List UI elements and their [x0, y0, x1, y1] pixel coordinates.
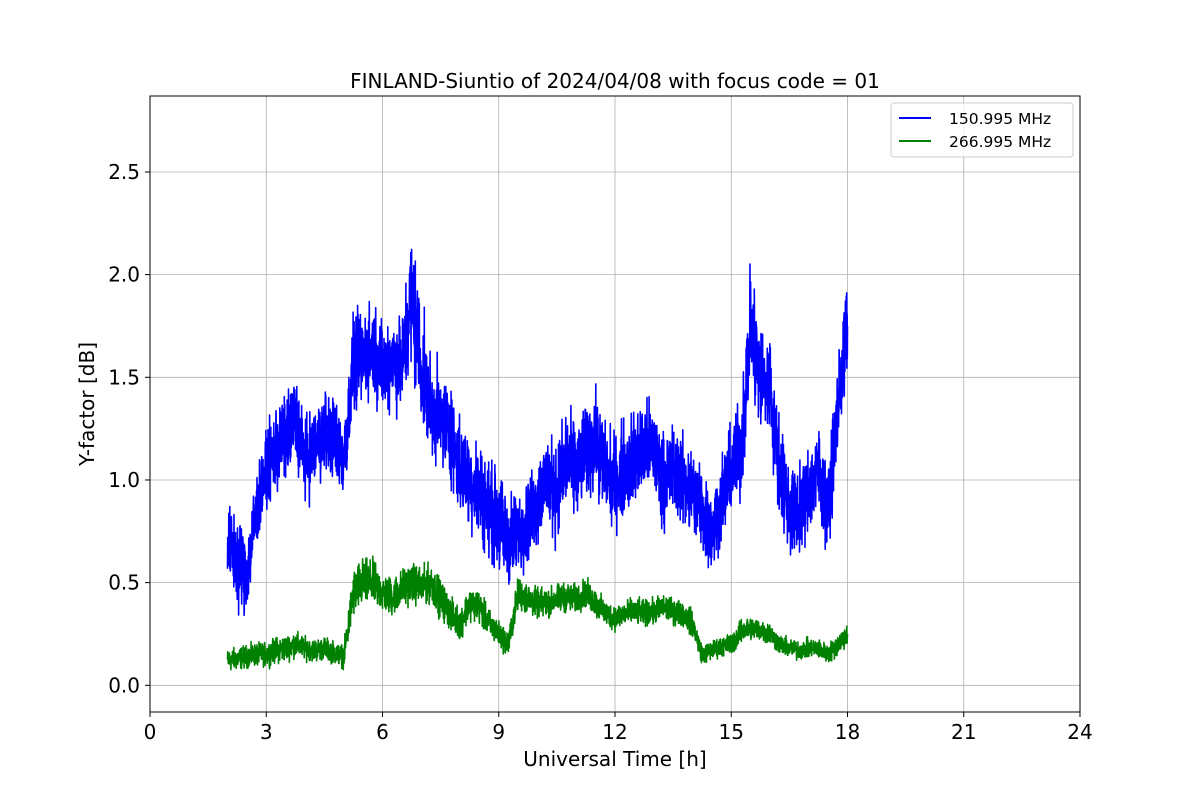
x-tick-label: 0 — [144, 720, 157, 744]
x-tick-label: 24 — [1067, 720, 1092, 744]
x-tick-label: 9 — [492, 720, 505, 744]
y-tick-label: 1.0 — [108, 468, 140, 492]
x-tick-label: 3 — [260, 720, 273, 744]
chart-title: FINLAND-Siuntio of 2024/04/08 with focus… — [350, 69, 880, 93]
legend-label-150mhz: 150.995 MHz — [949, 110, 1051, 128]
axis-ticks: 0 3 6 9 12 15 18 21 24 0.0 0.5 1.0 1.5 2.0 2.5 — [108, 160, 1093, 744]
y-tick-label: 2.0 — [108, 263, 140, 287]
legend-label-266mhz: 266.995 MHz — [949, 133, 1051, 151]
y-tick-label: 1.5 — [108, 365, 140, 389]
series-lines — [226, 248, 849, 671]
x-tick-label: 12 — [602, 720, 627, 744]
y-tick-label: 0.5 — [108, 571, 140, 595]
series-line-150mhz — [226, 248, 849, 617]
x-tick-label: 18 — [835, 720, 860, 744]
x-tick-label: 6 — [376, 720, 389, 744]
y-tick-label: 2.5 — [108, 160, 140, 184]
series-line-266mhz — [226, 555, 849, 671]
y-tick-label: 0.0 — [108, 673, 140, 697]
legend: 150.995 MHz 266.995 MHz — [890, 102, 1074, 158]
x-axis-label: Universal Time [h] — [523, 747, 706, 771]
y-axis-label: Y-factor [dB] — [75, 342, 99, 467]
x-tick-label: 15 — [719, 720, 744, 744]
legend-box — [890, 102, 1074, 158]
x-tick-label: 21 — [951, 720, 976, 744]
